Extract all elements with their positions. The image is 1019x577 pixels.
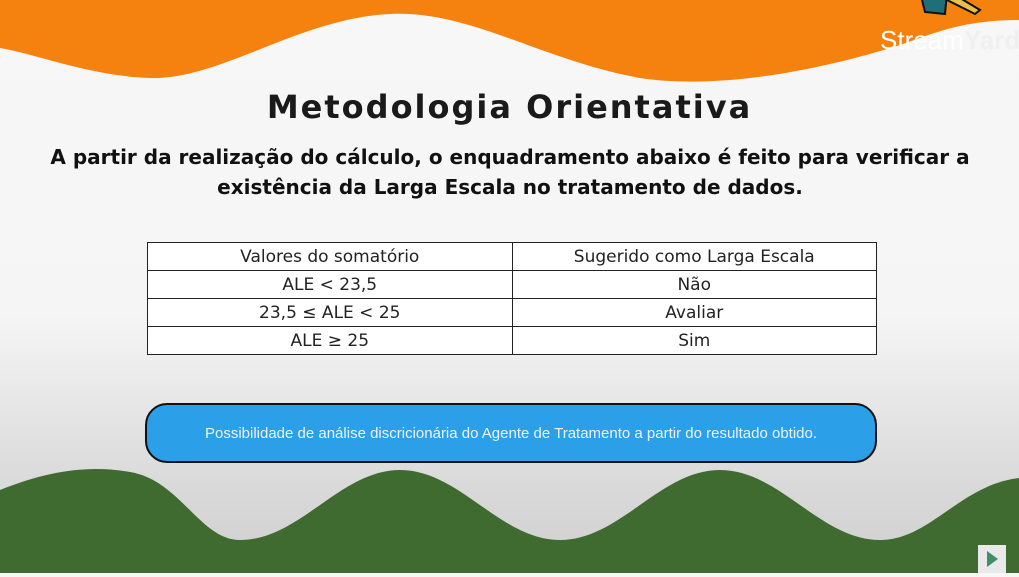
slide-subtitle: A partir da realização do cálculo, o enq… <box>50 145 970 199</box>
table-cell: 23,5 ≤ ALE < 25 <box>147 298 513 327</box>
header-cell: Valores do somatório <box>147 242 513 271</box>
table-cell: Sim <box>511 326 877 355</box>
table-row: ALE < 23,5 Não <box>147 270 877 299</box>
header-cell: Sugerido como Larga Escala <box>511 242 877 271</box>
green-wave <box>0 469 1019 573</box>
table-cell: Avaliar <box>511 298 877 327</box>
mascot-icon <box>920 0 982 16</box>
classification-table: Valores do somatório Sugerido como Larga… <box>147 242 877 355</box>
table-header-row: Valores do somatório Sugerido como Larga… <box>147 242 877 271</box>
note-text: Possibilidade de análise discricionária … <box>204 424 818 442</box>
orange-wave <box>0 0 1019 82</box>
table-cell: ALE ≥ 25 <box>147 326 513 355</box>
slide-title: Metodologia Orientativa <box>266 88 753 126</box>
table-cell: Não <box>511 270 877 299</box>
streamyard-logo: StreamYard <box>880 25 1019 55</box>
note-box: Possibilidade de análise discricionária … <box>145 403 877 463</box>
player-corner-icon[interactable] <box>978 545 1006 573</box>
table-row: 23,5 ≤ ALE < 25 Avaliar <box>147 298 877 327</box>
play-icon <box>987 551 998 567</box>
table-cell: ALE < 23,5 <box>147 270 513 299</box>
table-row: ALE ≥ 25 Sim <box>147 326 877 355</box>
